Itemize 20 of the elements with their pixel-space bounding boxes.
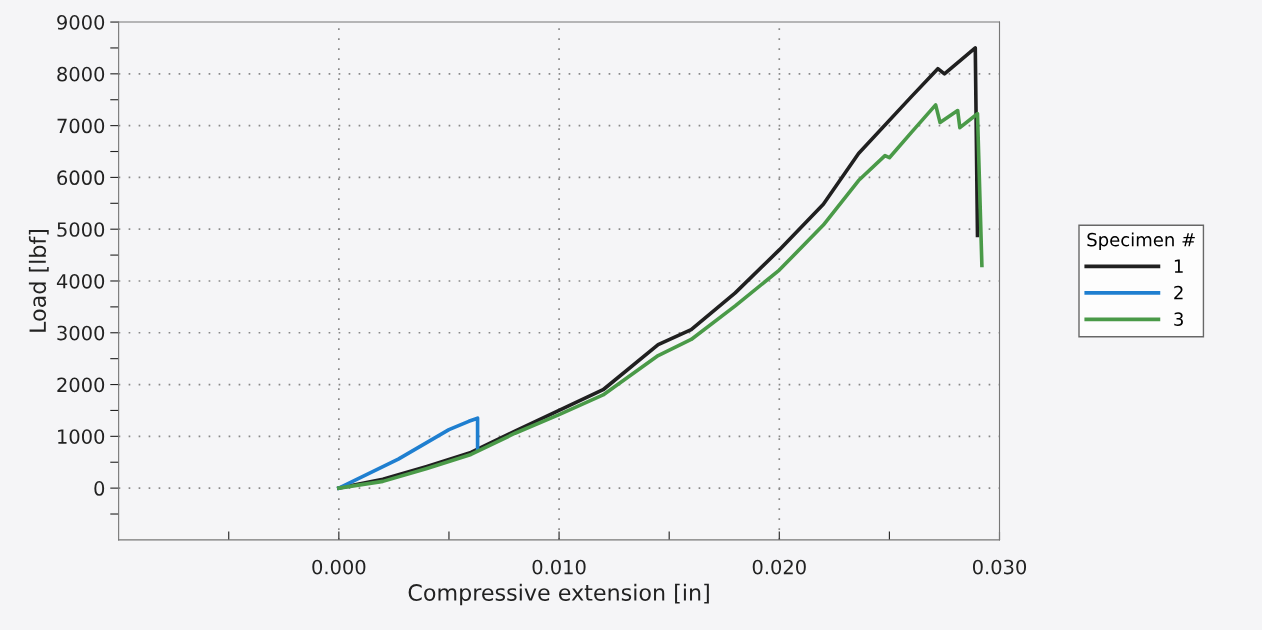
x-tick-label: 0.030 (972, 559, 1027, 575)
x-tick-label: 0.010 (532, 559, 586, 575)
y-tick-label: 0 (94, 481, 105, 496)
legend-title: Specimen # (1087, 232, 1195, 250)
y-tick-label: 4000 (56, 273, 105, 289)
y-tick-label: 8000 (57, 66, 105, 82)
y-tick-label: 1000 (58, 429, 105, 444)
y-tick-label: 2000 (57, 377, 105, 393)
legend-label: 3 (1174, 312, 1183, 326)
y-tick-label: 6000 (57, 170, 105, 186)
legend-label: 1 (1174, 259, 1183, 273)
legend-label: 2 (1174, 285, 1183, 300)
y-axis-title: Load [lbf] (28, 229, 49, 332)
x-tick-label: 0.000 (312, 559, 366, 575)
x-axis-title: Compressive extension [in] (408, 583, 709, 606)
y-tick-label: 9000 (57, 15, 105, 30)
y-tick-label: 3000 (57, 325, 105, 341)
y-tick-label: 7000 (57, 118, 105, 134)
x-tick-label: 0.020 (752, 559, 806, 575)
y-tick-label: 5000 (57, 222, 105, 237)
